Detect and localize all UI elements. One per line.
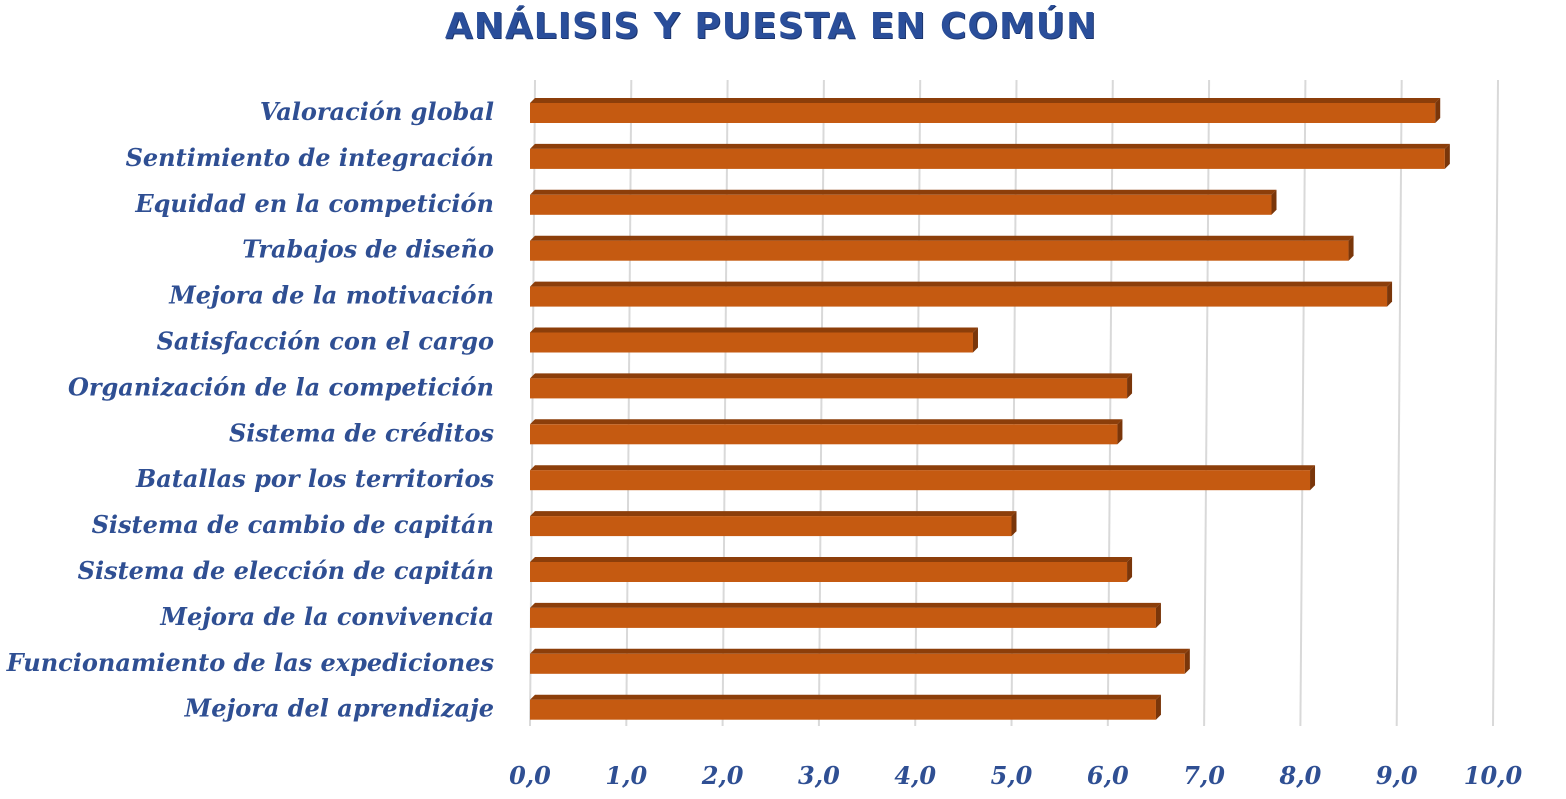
- bar-side-face: [1310, 465, 1316, 491]
- bar-top-face: [530, 143, 1450, 149]
- bar-top-face: [530, 648, 1190, 654]
- bar-side-face: [1271, 189, 1277, 215]
- bar-front-face: [530, 103, 1436, 123]
- bar-top-face: [530, 373, 1133, 379]
- x-tick-label: 4,0: [894, 761, 936, 790]
- bar-top-face: [530, 419, 1123, 425]
- bar-front-face: [530, 194, 1272, 215]
- bar: [530, 373, 1133, 399]
- x-tick-label: 8,0: [1279, 761, 1322, 790]
- bar-front-face: [530, 424, 1118, 445]
- bar-top-face: [530, 694, 1161, 700]
- category-label: Trabajos de diseño: [242, 235, 494, 264]
- bars-layer: [530, 98, 1450, 720]
- category-label: Batallas por los territorios: [135, 464, 495, 493]
- category-label: Satisfacción con el cargo: [157, 327, 494, 356]
- bar: [530, 98, 1441, 123]
- bar-side-face: [1127, 373, 1133, 399]
- x-tick-label: 3,0: [798, 761, 840, 790]
- bar-top-face: [530, 465, 1316, 471]
- category-label: Valoración global: [260, 97, 494, 126]
- bar: [530, 235, 1354, 261]
- bar-top-face: [530, 98, 1441, 103]
- bar: [530, 511, 1017, 537]
- bar-side-face: [1348, 235, 1354, 261]
- gridline: [1203, 79, 1211, 727]
- bar: [530, 327, 978, 353]
- category-label: Sistema de créditos: [229, 418, 495, 447]
- x-tick-label: 0,0: [509, 761, 551, 790]
- bar: [530, 602, 1161, 628]
- category-label: Sentimiento de integración: [126, 143, 494, 172]
- gridline: [914, 79, 922, 727]
- category-label: Mejora del aprendizaje: [184, 694, 494, 723]
- gridline: [625, 79, 633, 727]
- chart-title: ANÁLISIS Y PUESTA EN COMÚN: [444, 6, 1098, 47]
- bar-top-face: [530, 327, 978, 333]
- bar: [530, 281, 1393, 307]
- x-tick-label: 10,0: [1464, 761, 1523, 790]
- category-label: Organización de la competición: [68, 372, 494, 401]
- bar-front-face: [530, 516, 1012, 537]
- bar-side-face: [1435, 98, 1441, 123]
- category-label: Funcionamiento de las expediciones: [6, 648, 495, 677]
- bar-front-face: [530, 286, 1388, 307]
- gridline: [529, 79, 536, 727]
- gridline: [1299, 79, 1307, 727]
- gridline: [817, 79, 825, 727]
- bar-front-face: [530, 240, 1349, 261]
- bar: [530, 557, 1133, 582]
- bar-top-face: [530, 557, 1133, 562]
- bar: [530, 694, 1161, 720]
- x-tick-label: 2,0: [701, 761, 744, 790]
- category-label: Sistema de elección de capitán: [78, 556, 494, 585]
- grid-layer: [529, 79, 1499, 727]
- bar: [530, 465, 1316, 491]
- bar-front-face: [530, 607, 1156, 628]
- bar-front-face: [530, 562, 1128, 582]
- category-label: Equidad en la competición: [134, 189, 494, 218]
- bar-front-face: [530, 378, 1128, 399]
- bar-side-face: [1011, 511, 1017, 537]
- x-tick-label: 1,0: [605, 761, 647, 790]
- bar-front-face: [530, 699, 1156, 720]
- bar-front-face: [530, 653, 1185, 674]
- category-label: Mejora de la convivencia: [159, 602, 494, 631]
- gridline: [1010, 79, 1018, 727]
- bar-front-face: [530, 332, 973, 353]
- bar-top-face: [530, 189, 1277, 195]
- bar-side-face: [1184, 648, 1190, 674]
- x-tick-label: 9,0: [1376, 761, 1418, 790]
- tick-labels: 0,0 1,0 2,0 3,0 4,0 5,0 6,0 7,0 8,0 9,0 10,0: [509, 761, 1522, 790]
- category-label: Sistema de cambio de capitán: [92, 510, 494, 539]
- bar: [530, 143, 1450, 169]
- bar-front-face: [530, 470, 1311, 491]
- category-label: Mejora de la motivación: [168, 281, 494, 310]
- bar-front-face: [530, 148, 1445, 169]
- bar-top-face: [530, 281, 1393, 287]
- bar-top-face: [530, 602, 1161, 608]
- bar-side-face: [1387, 281, 1393, 307]
- gridline: [1106, 79, 1114, 727]
- bar: [530, 189, 1277, 215]
- gridline: [1395, 79, 1403, 727]
- bar-side-face: [1155, 602, 1161, 628]
- bar-side-face: [1444, 143, 1450, 169]
- category-labels: Valoración global Sentimiento de integrac…: [6, 97, 495, 723]
- bar-side-face: [1127, 557, 1133, 582]
- x-tick-label: 5,0: [991, 761, 1033, 790]
- x-tick-label: 6,0: [1087, 761, 1129, 790]
- gridline: [721, 79, 729, 727]
- bar-top-face: [530, 511, 1017, 517]
- bar: [530, 648, 1190, 674]
- bar-top-face: [530, 235, 1354, 241]
- gridline: [1492, 79, 1499, 727]
- bar-side-face: [1117, 419, 1123, 445]
- x-tick-label: 7,0: [1183, 761, 1225, 790]
- bar-side-face: [972, 327, 978, 353]
- bar-side-face: [1155, 694, 1161, 720]
- bar: [530, 419, 1123, 445]
